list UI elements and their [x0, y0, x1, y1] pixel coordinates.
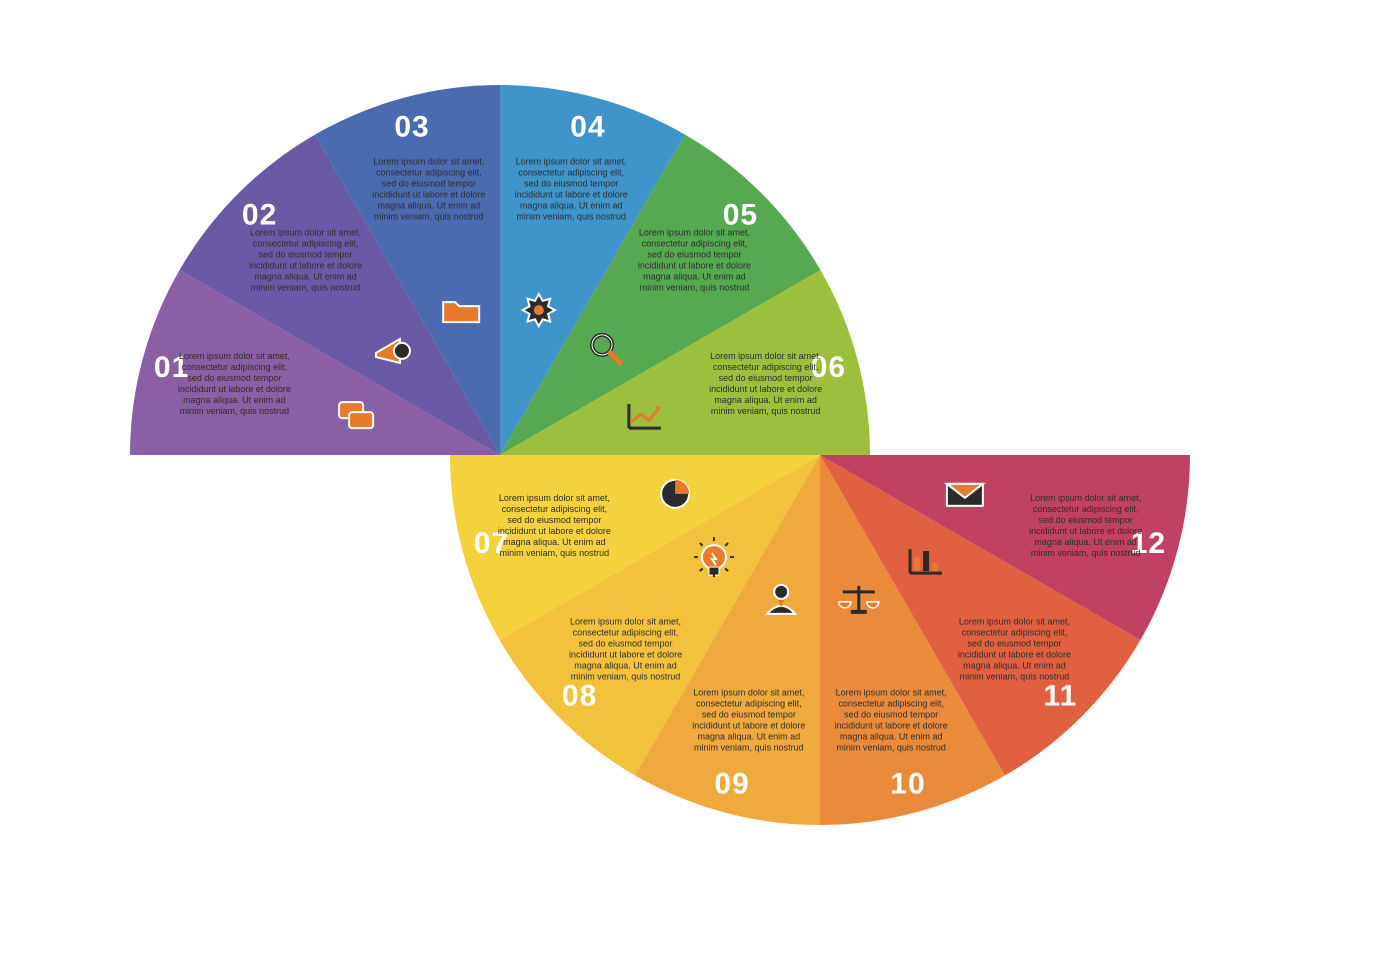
- slice-desc-05: Lorem ipsum dolor sit amet,consectetur a…: [638, 228, 751, 293]
- slice-number-11: 11: [1044, 679, 1078, 712]
- slice-number-04: 04: [570, 111, 605, 144]
- slice-desc-04: Lorem ipsum dolor sit amet,consectetur a…: [515, 156, 628, 221]
- infographic-svg: 01Lorem ipsum dolor sit amet,consectetur…: [0, 0, 1386, 980]
- slice-desc-01: Lorem ipsum dolor sit amet,consectetur a…: [178, 351, 291, 416]
- slice-desc-08: Lorem ipsum dolor sit amet,consectetur a…: [569, 616, 682, 681]
- slice-desc-02: Lorem ipsum dolor sit amet,consectetur a…: [249, 228, 362, 293]
- slice-desc-03: Lorem ipsum dolor sit amet,consectetur a…: [372, 156, 485, 221]
- mail-icon: [947, 484, 983, 506]
- gear-icon: [523, 294, 555, 326]
- slice-number-08: 08: [562, 679, 597, 712]
- slice-desc-06: Lorem ipsum dolor sit amet,consectetur a…: [709, 351, 822, 416]
- slice-number-03: 03: [394, 111, 429, 144]
- slice-number-10: 10: [890, 767, 925, 800]
- slice-desc-07: Lorem ipsum dolor sit amet,consectetur a…: [498, 493, 611, 558]
- slice-number-09: 09: [714, 767, 749, 800]
- slice-desc-10: Lorem ipsum dolor sit amet,consectetur a…: [835, 688, 948, 753]
- slice-desc-12: Lorem ipsum dolor sit amet,consectetur a…: [1029, 493, 1142, 558]
- infographic-stage: 01Lorem ipsum dolor sit amet,consectetur…: [0, 0, 1386, 980]
- slice-desc-11: Lorem ipsum dolor sit amet,consectetur a…: [958, 616, 1071, 681]
- folder-icon: [443, 302, 479, 322]
- pie-icon: [661, 480, 689, 508]
- slice-desc-09: Lorem ipsum dolor sit amet,consectetur a…: [692, 688, 805, 753]
